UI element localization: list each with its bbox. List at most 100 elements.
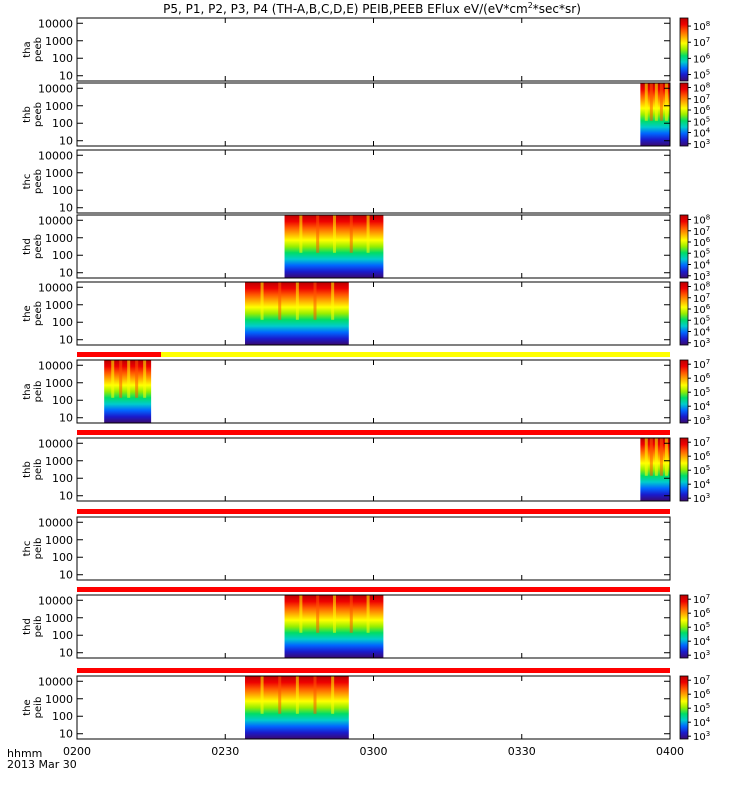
y-tick-label: 10000	[38, 359, 73, 372]
colorbar-tick-label: 105	[693, 69, 710, 82]
y-tick-label: 10000	[38, 82, 73, 95]
colorbar-tick-label: 103	[693, 649, 710, 662]
panel-label-product: peeb	[33, 169, 44, 194]
colorbar-tick-exp: 4	[706, 127, 711, 135]
colorbar-tick-label: 106	[693, 52, 711, 65]
colorbar-tick-base: 10	[693, 402, 706, 413]
colorbar-tick-exp: 6	[706, 104, 711, 112]
colorbar-tick-exp: 4	[706, 478, 711, 486]
spectrogram-streak	[260, 282, 264, 320]
colorbar-tick-label: 107	[693, 593, 710, 606]
colorbar-tick-exp: 6	[706, 236, 711, 244]
panel-frame	[76, 281, 671, 346]
panel-frame	[76, 516, 671, 581]
panel-label-product: peib	[33, 538, 44, 560]
spectrogram-streak	[366, 215, 370, 253]
colorbar-tick-exp: 4	[706, 259, 711, 267]
colorbar-gradient	[679, 675, 689, 740]
panel-label-probe: thd	[22, 618, 33, 635]
colorbar-tick-base: 10	[693, 651, 706, 662]
spectrogram-streak	[127, 360, 131, 398]
panel-thc-peib: 10000 1000 100 10 thcpeib	[22, 509, 671, 582]
y-tick-label: 1000	[45, 167, 73, 180]
colorbar-tick-exp: 4	[706, 326, 711, 334]
colorbar-tick-base: 10	[693, 732, 706, 743]
colorbar-tick-label: 103	[693, 414, 710, 427]
y-tick-label: 100	[52, 52, 73, 65]
colorbar-tick-exp: 3	[706, 730, 710, 738]
spectrogram-streak	[316, 595, 320, 633]
status-bar-segment	[161, 352, 670, 357]
spectrogram-streak	[654, 438, 658, 476]
y-tick-label: 10	[59, 569, 73, 582]
colorbar-tick-base: 10	[693, 84, 706, 95]
colorbar-tick-exp: 6	[706, 450, 711, 458]
colorbar-tick-label: 105	[693, 386, 710, 399]
panel-label: thcpeeb	[22, 169, 44, 194]
colorbar-gradient	[679, 437, 689, 502]
panel-label-probe: tha	[22, 383, 33, 399]
panel-label: thepeeb	[22, 301, 44, 326]
colorbar-tick-base: 10	[693, 466, 706, 477]
colorbar-tick-exp: 3	[706, 270, 710, 278]
colorbar-tick-label: 107	[693, 36, 710, 49]
colorbar-tick-exp: 7	[706, 292, 710, 300]
title-superscript: 2	[528, 1, 533, 10]
colorbar-tick-label: 107	[693, 674, 710, 687]
colorbar-tick-base: 10	[693, 129, 706, 140]
spectrogram-streak	[299, 595, 303, 633]
colorbar-tick-label: 106	[693, 688, 711, 701]
colorbar-tick-base: 10	[693, 374, 706, 385]
colorbar-gradient	[679, 594, 689, 659]
colorbar-tick-label: 104	[693, 635, 711, 648]
spectrogram-streak	[366, 595, 370, 633]
y-tick-label: 1000	[45, 693, 73, 706]
colorbar-tick-base: 10	[693, 249, 706, 260]
panel-frame	[76, 82, 671, 147]
colorbar-tick-label: 104	[693, 400, 711, 413]
colorbar-tick-base: 10	[693, 388, 706, 399]
colorbar-tick-base: 10	[693, 227, 706, 238]
panel-label-probe: tha	[22, 41, 33, 57]
colorbar-tick-exp: 8	[706, 82, 710, 90]
spectrogram-streak	[644, 83, 648, 121]
colorbar-tick-exp: 7	[706, 225, 710, 233]
y-tick-label: 100	[52, 472, 73, 485]
y-tick-label: 10	[59, 334, 73, 347]
colorbar-tick-exp: 4	[706, 635, 711, 643]
colorbar-tick-base: 10	[693, 438, 706, 449]
colorbar-tick-exp: 3	[706, 414, 710, 422]
colorbar-tick-base: 10	[693, 416, 706, 427]
x-tick-label: 0330	[508, 745, 536, 758]
panel-label-probe: the	[22, 305, 33, 321]
spectrogram-streak	[349, 215, 353, 253]
status-bar-segment	[77, 668, 670, 673]
colorbar-tick-exp: 8	[706, 20, 710, 28]
spectrogram-streak	[331, 676, 335, 714]
spectrogram-streak	[111, 360, 115, 398]
colorbar-tick-label: 104	[693, 259, 711, 272]
colorbar-tick-label: 106	[693, 303, 711, 316]
colorbar-tick-label: 105	[693, 621, 710, 634]
y-tick-label: 100	[52, 629, 73, 642]
colorbar-tick-label: 105	[693, 702, 710, 715]
y-tick-label: 100	[52, 249, 73, 262]
panel-frame	[76, 437, 671, 502]
y-tick-label: 10000	[38, 675, 73, 688]
y-tick-label: 10	[59, 490, 73, 503]
colorbar-tick-base: 10	[693, 623, 706, 634]
colorbar-tick-label: 103	[693, 337, 710, 350]
colorbar-tick-exp: 7	[706, 93, 710, 101]
panel-thc-peeb: 10000 1000 100 10 thcpeeb	[22, 149, 671, 215]
colorbar-tick-base: 10	[693, 316, 706, 327]
title-tail: *sec*sr)	[533, 2, 581, 16]
spectrogram-streak	[649, 438, 653, 476]
colorbar-tick-exp: 7	[706, 593, 710, 601]
